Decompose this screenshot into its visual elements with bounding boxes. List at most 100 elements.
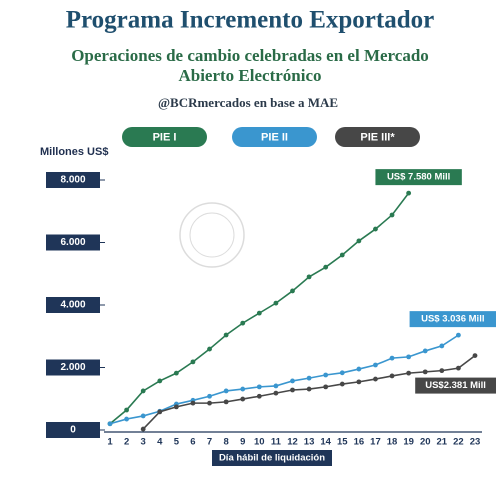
- legend-pill: [335, 127, 420, 147]
- x-tick-label: 23: [470, 437, 481, 448]
- x-tick-label: 6: [190, 437, 195, 448]
- value-label: US$2.381 Mill: [425, 380, 486, 391]
- y-tick-label: 8.000: [60, 175, 85, 186]
- point: [356, 379, 362, 385]
- x-tick-label: 3: [141, 437, 146, 448]
- x-tick-label: 4: [157, 437, 163, 448]
- watermark: [179, 202, 245, 268]
- legend-label: PIE II: [261, 131, 288, 143]
- value-label-box: [409, 311, 496, 328]
- point: [356, 366, 362, 372]
- point: [157, 378, 163, 384]
- point: [290, 288, 295, 294]
- value-label-box: [375, 169, 462, 186]
- point: [140, 426, 146, 432]
- y-tick-box: [46, 359, 100, 376]
- point: [124, 416, 129, 422]
- x-tick-label: 18: [387, 437, 398, 448]
- x-tick-label: 8: [223, 437, 228, 448]
- point: [339, 381, 345, 387]
- point: [290, 378, 295, 384]
- subtitle: Abierto Electrónico: [178, 66, 321, 85]
- point: [157, 409, 163, 415]
- y-axis-label: Millones US$: [40, 146, 108, 158]
- point: [323, 264, 329, 270]
- y-tick-box: [46, 172, 100, 188]
- x-label-box: [212, 450, 332, 466]
- value-label-box: [415, 377, 496, 394]
- point: [107, 421, 113, 427]
- point: [240, 396, 246, 402]
- point: [207, 393, 212, 399]
- x-tick-label: 10: [254, 437, 265, 448]
- point: [273, 383, 279, 389]
- point: [256, 393, 262, 399]
- point: [190, 400, 196, 406]
- legend-pill: [122, 127, 207, 147]
- x-tick-label: 11: [271, 437, 282, 448]
- point: [306, 386, 312, 392]
- chart-title: Programa Incremento Exportador: [66, 7, 434, 34]
- y-tick-box: [46, 297, 100, 313]
- point: [323, 372, 329, 378]
- y-tick-label: 2.000: [60, 362, 85, 373]
- legend-pill: [232, 127, 317, 147]
- point: [306, 375, 312, 381]
- series-line: [109, 334, 459, 425]
- x-axis-label: Día hábil de liquidación: [219, 453, 325, 464]
- point: [173, 370, 179, 376]
- point: [207, 400, 212, 406]
- point: [124, 407, 129, 413]
- point: [223, 332, 229, 338]
- x-tick-label: 19: [403, 437, 414, 448]
- point: [439, 343, 445, 349]
- subtitle: Operaciones de cambio celebradas en el M…: [71, 46, 429, 65]
- point: [273, 390, 279, 396]
- point: [223, 399, 229, 405]
- point: [140, 388, 146, 394]
- y-tick-box: [46, 234, 100, 251]
- point: [173, 404, 179, 410]
- point: [422, 369, 428, 375]
- point: [389, 355, 395, 361]
- point: [240, 320, 246, 326]
- x-tick-label: 22: [453, 437, 464, 448]
- point: [389, 373, 395, 379]
- x-tick-label: 12: [287, 437, 298, 448]
- point: [256, 384, 262, 390]
- point: [290, 387, 295, 393]
- x-tick-label: 2: [124, 437, 129, 448]
- y-tick-label: 0: [70, 425, 76, 436]
- x-tick-label: 14: [320, 437, 331, 448]
- point: [140, 413, 146, 419]
- point: [240, 386, 246, 392]
- x-tick-label: 21: [437, 437, 448, 448]
- point: [456, 332, 461, 338]
- point: [373, 362, 378, 368]
- point: [456, 365, 461, 371]
- x-tick-label: 1: [107, 437, 113, 448]
- value-label: US$ 7.580 Mill: [387, 172, 450, 183]
- point: [356, 238, 362, 244]
- point: [406, 354, 412, 360]
- point: [223, 388, 229, 394]
- x-tick-label: 15: [337, 437, 348, 448]
- point: [406, 190, 412, 196]
- point: [190, 359, 196, 365]
- x-tick-label: 7: [207, 437, 212, 448]
- legend-label: PIE III*: [360, 131, 395, 143]
- point: [207, 346, 212, 352]
- value-label: US$ 3.036 Mill: [421, 314, 484, 325]
- point: [373, 226, 378, 232]
- point: [422, 348, 428, 354]
- point: [439, 368, 445, 374]
- point: [472, 353, 478, 358]
- point: [306, 274, 312, 280]
- x-tick-label: 20: [420, 437, 431, 448]
- x-tick-label: 13: [304, 437, 315, 448]
- x-tick-label: 5: [174, 437, 180, 448]
- legend-label: PIE I: [153, 131, 177, 143]
- point: [389, 212, 395, 218]
- point: [373, 376, 378, 382]
